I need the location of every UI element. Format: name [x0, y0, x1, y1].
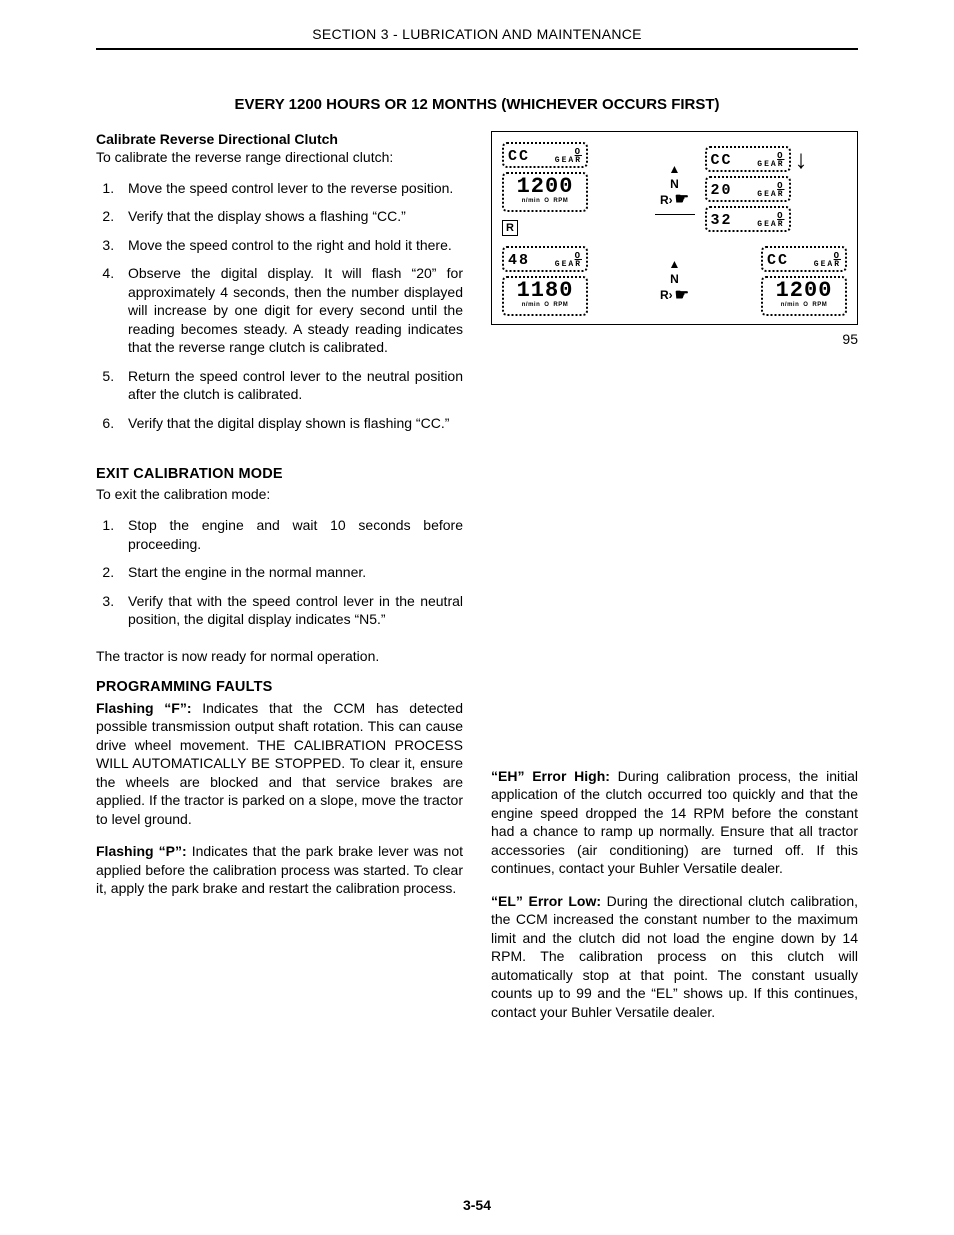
display-big: 1200 n/min O RPM [502, 172, 588, 212]
figure-row-1: CC GEAR 1200 n/min O RPM [502, 142, 847, 236]
display-small: 32 GEAR [705, 206, 791, 232]
left-column: Calibrate Reverse Directional Clutch To … [96, 131, 463, 1035]
fig-r2-right: CC GEAR 1200 n/min O RPM [699, 246, 847, 316]
display-value: CC [508, 149, 530, 164]
fault-f-text: Indicates that the CCM has detected poss… [96, 700, 463, 827]
display-value: 32 [711, 213, 733, 228]
figure-box: CC GEAR 1200 n/min O RPM [491, 131, 858, 325]
display-value: 1200 [508, 176, 582, 198]
exit-steps: Stop the engine and wait 10 seconds befo… [96, 516, 463, 628]
list-item: Verify that the display shows a flashing… [118, 207, 463, 225]
running-head: SECTION 3 - LUBRICATION AND MAINTENANCE [96, 26, 858, 50]
foot-label: n/min [522, 198, 541, 204]
display-value: 20 [711, 183, 733, 198]
list-item: Stop the engine and wait 10 seconds befo… [118, 516, 463, 553]
updown-arrow-icon: ▲ [669, 163, 681, 176]
gear-icon: GEAR [555, 252, 582, 269]
fig-r1-left: CC GEAR 1200 n/min O RPM [502, 142, 645, 236]
display-value: 48 [508, 253, 530, 268]
spacer [491, 347, 858, 767]
foot-label: RPM [553, 198, 568, 204]
faults-heading: PROGRAMMING FAULTS [96, 679, 463, 695]
display-small: CC GEAR [502, 142, 588, 168]
fig-r1-mid: ▲ N R› ☛ [655, 163, 695, 215]
list-item: Verify that with the speed control lever… [118, 592, 463, 629]
r-indicator: R [502, 220, 518, 236]
page: SECTION 3 - LUBRICATION AND MAINTENANCE … [0, 0, 954, 1235]
list-item: Start the engine in the normal manner. [118, 563, 463, 581]
display-small: CC GEAR [761, 246, 847, 272]
display-small: 48 GEAR [502, 246, 588, 272]
display-value: 1180 [508, 280, 582, 302]
fault-el-lead: “EL” Error Low: [491, 893, 601, 909]
section-title: EVERY 1200 HOURS OR 12 MONTHS (WHICHEVER… [96, 96, 858, 113]
fig-r1-right: CC GEAR 20 GEAR [705, 146, 848, 232]
list-item: Return the speed control lever to the ne… [118, 367, 463, 404]
fault-f: Flashing “F”: Indicates that the CCM has… [96, 699, 463, 828]
fig-r2-mid: ▲ N R› ☛ [660, 258, 689, 303]
down-arrow-icon: ↓ [795, 146, 808, 172]
exit-intro: To exit the calibration mode: [96, 486, 463, 502]
hand-right-icon: ☛ [675, 192, 689, 208]
foot-label: RPM [812, 302, 827, 308]
mid-r: R› [660, 289, 673, 302]
fig-r2-left: 48 GEAR 1180 n/min O RPM [502, 246, 650, 316]
display-small: 20 GEAR [705, 176, 791, 202]
fault-eh-lead: “EH” Error High: [491, 768, 610, 784]
right-column: CC GEAR 1200 n/min O RPM [491, 131, 858, 1035]
list-item: Move the speed control to the right and … [118, 236, 463, 254]
page-number: 3-54 [0, 1197, 954, 1213]
display-small: CC GEAR [705, 146, 791, 172]
fault-p-lead: Flashing “P”: [96, 843, 187, 859]
figure-95: CC GEAR 1200 n/min O RPM [491, 131, 858, 347]
list-item: Observe the digital display. It will fla… [118, 264, 463, 356]
fault-el: “EL” Error Low: During the directional c… [491, 892, 858, 1021]
mid-r: R› [660, 194, 673, 207]
fault-p: Flashing “P”: Indicates that the park br… [96, 842, 463, 897]
display-value: CC [711, 153, 733, 168]
exit-heading: EXIT CALIBRATION MODE [96, 466, 463, 482]
figure-caption: 95 [491, 331, 858, 347]
fault-eh-text: During calibration process, the initial … [491, 768, 858, 876]
calibrate-intro: To calibrate the reverse range direction… [96, 149, 463, 165]
gear-icon: GEAR [757, 182, 784, 199]
two-column-layout: Calibrate Reverse Directional Clutch To … [96, 131, 858, 1035]
fault-f-lead: Flashing “F”: [96, 700, 192, 716]
up-arrow-icon: ▲ [669, 258, 681, 271]
mid-n: N [670, 178, 679, 191]
display-value: 1200 [767, 280, 841, 302]
fault-eh: “EH” Error High: During calibration proc… [491, 767, 858, 878]
display-big: 1180 n/min O RPM [502, 276, 588, 316]
list-item: Verify that the digital display shown is… [118, 414, 463, 432]
foot-label: O [544, 198, 549, 204]
fault-el-text: During the directional clutch calibratio… [491, 893, 858, 1020]
exit-outro: The tractor is now ready for normal oper… [96, 647, 463, 665]
foot-label: O [803, 302, 808, 308]
foot-label: O [544, 302, 549, 308]
display-value: CC [767, 253, 789, 268]
foot-label: n/min [781, 302, 800, 308]
mid-n: N [670, 273, 679, 286]
gear-icon: GEAR [757, 212, 784, 229]
hand-right-icon: ☛ [675, 288, 689, 304]
display-big: 1200 n/min O RPM [761, 276, 847, 316]
gear-icon: GEAR [814, 252, 841, 269]
figure-row-2: 48 GEAR 1180 n/min O RPM [502, 246, 847, 316]
foot-label: RPM [553, 302, 568, 308]
gear-icon: GEAR [555, 148, 582, 165]
foot-label: n/min [522, 302, 541, 308]
gear-icon: GEAR [757, 152, 784, 169]
list-item: Move the speed control lever to the reve… [118, 179, 463, 197]
calibrate-steps: Move the speed control lever to the reve… [96, 179, 463, 432]
calibrate-heading: Calibrate Reverse Directional Clutch [96, 131, 463, 147]
